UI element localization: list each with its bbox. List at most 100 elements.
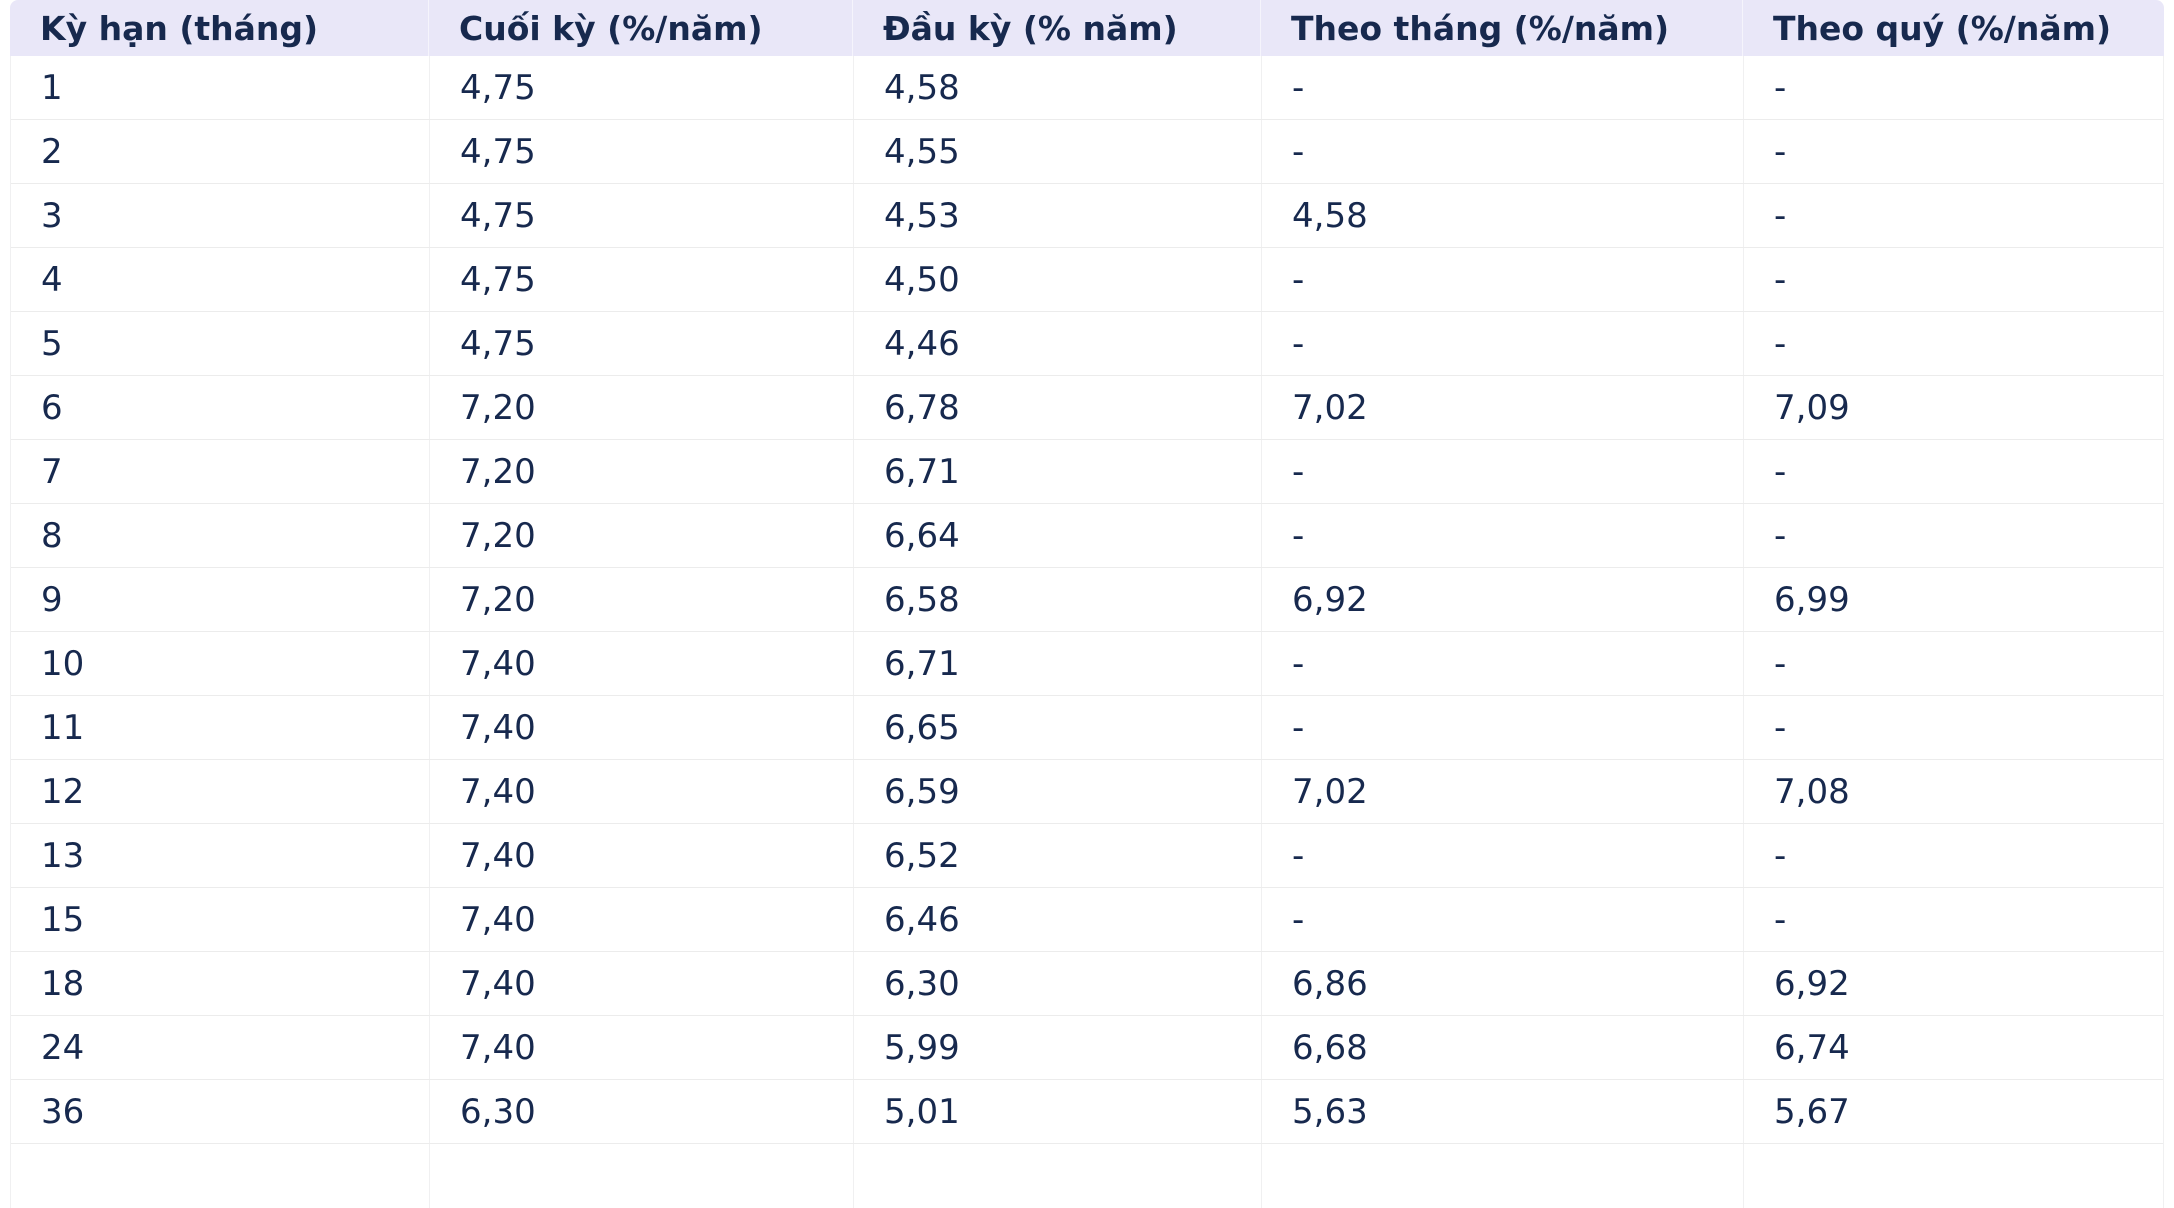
- cell-theo-quy: -: [1743, 824, 2165, 887]
- cell-dau-ky: 6,52: [853, 824, 1261, 887]
- cell-theo-quy: 7,09: [1743, 376, 2165, 439]
- column-header-cuoi-ky: Cuối kỳ (%/năm): [428, 0, 852, 56]
- cell-empty: [429, 1144, 853, 1208]
- cell-cuoi-ky: 7,40: [429, 632, 853, 695]
- cell-dau-ky: 6,65: [853, 696, 1261, 759]
- cell-theo-quy: -: [1743, 312, 2165, 375]
- cell-theo-quy: -: [1743, 696, 2165, 759]
- table-row: 10 7,40 6,71- -: [11, 632, 2163, 696]
- column-header-dau-ky: Đầu kỳ (% năm): [852, 0, 1260, 56]
- cell-theo-thang: -: [1261, 888, 1743, 951]
- cell-theo-thang: -: [1261, 120, 1743, 183]
- cell-theo-quy: -: [1743, 56, 2165, 119]
- cell-cuoi-ky: 6,30: [429, 1080, 853, 1143]
- table-row: 12 7,40 6,59 7,02 7,08: [11, 760, 2163, 824]
- cell-cuoi-ky: 7,40: [429, 888, 853, 951]
- cell-cuoi-ky: 7,40: [429, 952, 853, 1015]
- cell-theo-quy: -: [1743, 888, 2165, 951]
- cell-cuoi-ky: 4,75: [429, 56, 853, 119]
- cell-theo-thang: 6,68: [1261, 1016, 1743, 1079]
- cell-theo-quy: -: [1743, 504, 2165, 567]
- page: Kỳ hạn (tháng) Cuối kỳ (%/năm) Đầu kỳ (%…: [10, 0, 2164, 1208]
- table-row: 6 7,20 6,78 7,02 7,09: [11, 376, 2163, 440]
- table-row: 7 7,20 6,71- -: [11, 440, 2163, 504]
- cell-dau-ky: 4,46: [853, 312, 1261, 375]
- table-row-partial: [11, 1144, 2163, 1208]
- cell-theo-thang: 6,86: [1261, 952, 1743, 1015]
- table-row: 13 7,40 6,52- -: [11, 824, 2163, 888]
- cell-empty: [853, 1144, 1261, 1208]
- cell-dau-ky: 4,53: [853, 184, 1261, 247]
- cell-term: 5: [41, 323, 63, 364]
- table-body: 1 4,75 4,58- -2 4,75 4,55- -3 4,75 4,53 4,58-4 4,7…: [10, 56, 2164, 1208]
- cell-term: 13: [41, 835, 85, 876]
- cell-theo-thang: -: [1261, 312, 1743, 375]
- cell-term: 9: [41, 579, 63, 620]
- table-row: 4 4,75 4,50- -: [11, 248, 2163, 312]
- cell-empty: [1261, 1144, 1743, 1208]
- cell-term: 18: [41, 963, 85, 1004]
- cell-dau-ky: 4,50: [853, 248, 1261, 311]
- table-row: 8 7,20 6,64- -: [11, 504, 2163, 568]
- column-header-theo-thang: Theo tháng (%/năm): [1260, 0, 1742, 56]
- cell-term: 12: [41, 771, 85, 812]
- cell-theo-quy: -: [1743, 440, 2165, 503]
- cell-dau-ky: 4,58: [853, 56, 1261, 119]
- table-row: 15 7,40 6,46- -: [11, 888, 2163, 952]
- cell-theo-quy: 5,67: [1743, 1080, 2165, 1143]
- cell-theo-thang: -: [1261, 632, 1743, 695]
- cell-term: 15: [41, 899, 85, 940]
- cell-theo-thang: 6,92: [1261, 568, 1743, 631]
- cell-cuoi-ky: 7,40: [429, 696, 853, 759]
- cell-term: 11: [41, 707, 85, 748]
- cell-dau-ky: 5,99: [853, 1016, 1261, 1079]
- cell-empty: [1743, 1144, 2165, 1208]
- cell-cuoi-ky: 4,75: [429, 120, 853, 183]
- cell-theo-quy: -: [1743, 632, 2165, 695]
- cell-dau-ky: 6,64: [853, 504, 1261, 567]
- table-row: 9 7,20 6,58 6,92 6,99: [11, 568, 2163, 632]
- cell-term: 36: [41, 1091, 85, 1132]
- cell-dau-ky: 6,58: [853, 568, 1261, 631]
- table-header-row: Kỳ hạn (tháng) Cuối kỳ (%/năm) Đầu kỳ (%…: [10, 0, 2164, 56]
- cell-cuoi-ky: 7,40: [429, 824, 853, 887]
- cell-theo-thang: 7,02: [1261, 376, 1743, 439]
- cell-theo-quy: -: [1743, 184, 2165, 247]
- table-row: 2 4,75 4,55- -: [11, 120, 2163, 184]
- cell-theo-quy: 7,08: [1743, 760, 2165, 823]
- cell-dau-ky: 6,46: [853, 888, 1261, 951]
- cell-term: 10: [41, 643, 85, 684]
- table-row: 18 7,40 6,30 6,86 6,92: [11, 952, 2163, 1016]
- cell-dau-ky: 6,71: [853, 440, 1261, 503]
- cell-cuoi-ky: 7,40: [429, 1016, 853, 1079]
- cell-dau-ky: 6,71: [853, 632, 1261, 695]
- cell-theo-quy: 6,74: [1743, 1016, 2165, 1079]
- cell-term: 2: [41, 131, 63, 172]
- column-header-ky-han: Kỳ hạn (tháng): [40, 8, 319, 48]
- cell-cuoi-ky: 7,40: [429, 760, 853, 823]
- cell-theo-quy: 6,99: [1743, 568, 2165, 631]
- cell-theo-thang: -: [1261, 440, 1743, 503]
- cell-term: 7: [41, 451, 63, 492]
- cell-cuoi-ky: 7,20: [429, 440, 853, 503]
- cell-term: 24: [41, 1027, 85, 1068]
- column-header-theo-quy: Theo quý (%/năm): [1742, 0, 2164, 56]
- cell-theo-thang: -: [1261, 56, 1743, 119]
- cell-cuoi-ky: 7,20: [429, 504, 853, 567]
- cell-theo-quy: -: [1743, 120, 2165, 183]
- cell-theo-thang: -: [1261, 248, 1743, 311]
- table-row: 5 4,75 4,46- -: [11, 312, 2163, 376]
- cell-cuoi-ky: 4,75: [429, 312, 853, 375]
- cell-theo-quy: 6,92: [1743, 952, 2165, 1015]
- cell-dau-ky: 6,30: [853, 952, 1261, 1015]
- cell-cuoi-ky: 4,75: [429, 184, 853, 247]
- cell-dau-ky: 6,78: [853, 376, 1261, 439]
- cell-theo-thang: 5,63: [1261, 1080, 1743, 1143]
- cell-theo-thang: -: [1261, 696, 1743, 759]
- table-row: 1 4,75 4,58- -: [11, 56, 2163, 120]
- cell-cuoi-ky: 4,75: [429, 248, 853, 311]
- cell-cuoi-ky: 7,20: [429, 568, 853, 631]
- interest-rate-table: Kỳ hạn (tháng) Cuối kỳ (%/năm) Đầu kỳ (%…: [10, 0, 2164, 1208]
- cell-theo-thang: 7,02: [1261, 760, 1743, 823]
- table-row: 11 7,40 6,65- -: [11, 696, 2163, 760]
